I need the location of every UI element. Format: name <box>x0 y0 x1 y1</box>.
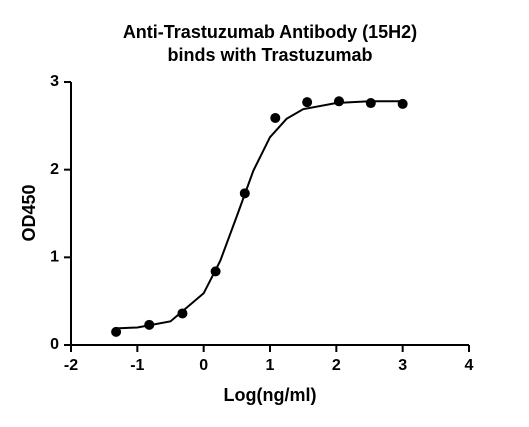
data-point <box>270 112 281 123</box>
x-tick-label: 0 <box>199 357 208 374</box>
x-tick-label: 1 <box>266 357 275 374</box>
x-tick-label: -2 <box>64 357 78 374</box>
fit-curve <box>116 100 403 330</box>
y-tick-label: 1 <box>50 249 59 266</box>
data-point <box>333 96 344 107</box>
x-axis-label: Log(ng/ml) <box>224 385 317 405</box>
data-point <box>177 308 188 319</box>
x-tick-label: 2 <box>332 357 341 374</box>
y-tick-label: 0 <box>50 336 59 353</box>
y-tick-label: 2 <box>50 161 59 178</box>
y-axis-label: OD450 <box>19 184 39 241</box>
chart-title: Anti-Trastuzumab Antibody (15H2) <box>123 22 417 42</box>
x-tick-label: -1 <box>130 357 144 374</box>
x-tick-label: 4 <box>465 357 474 374</box>
data-point <box>302 97 313 108</box>
data-point <box>365 98 376 109</box>
y-tick-label: 3 <box>50 73 59 90</box>
chart-title: binds with Trastuzumab <box>167 45 372 65</box>
data-point <box>111 326 122 337</box>
x-tick-label: 3 <box>398 357 407 374</box>
